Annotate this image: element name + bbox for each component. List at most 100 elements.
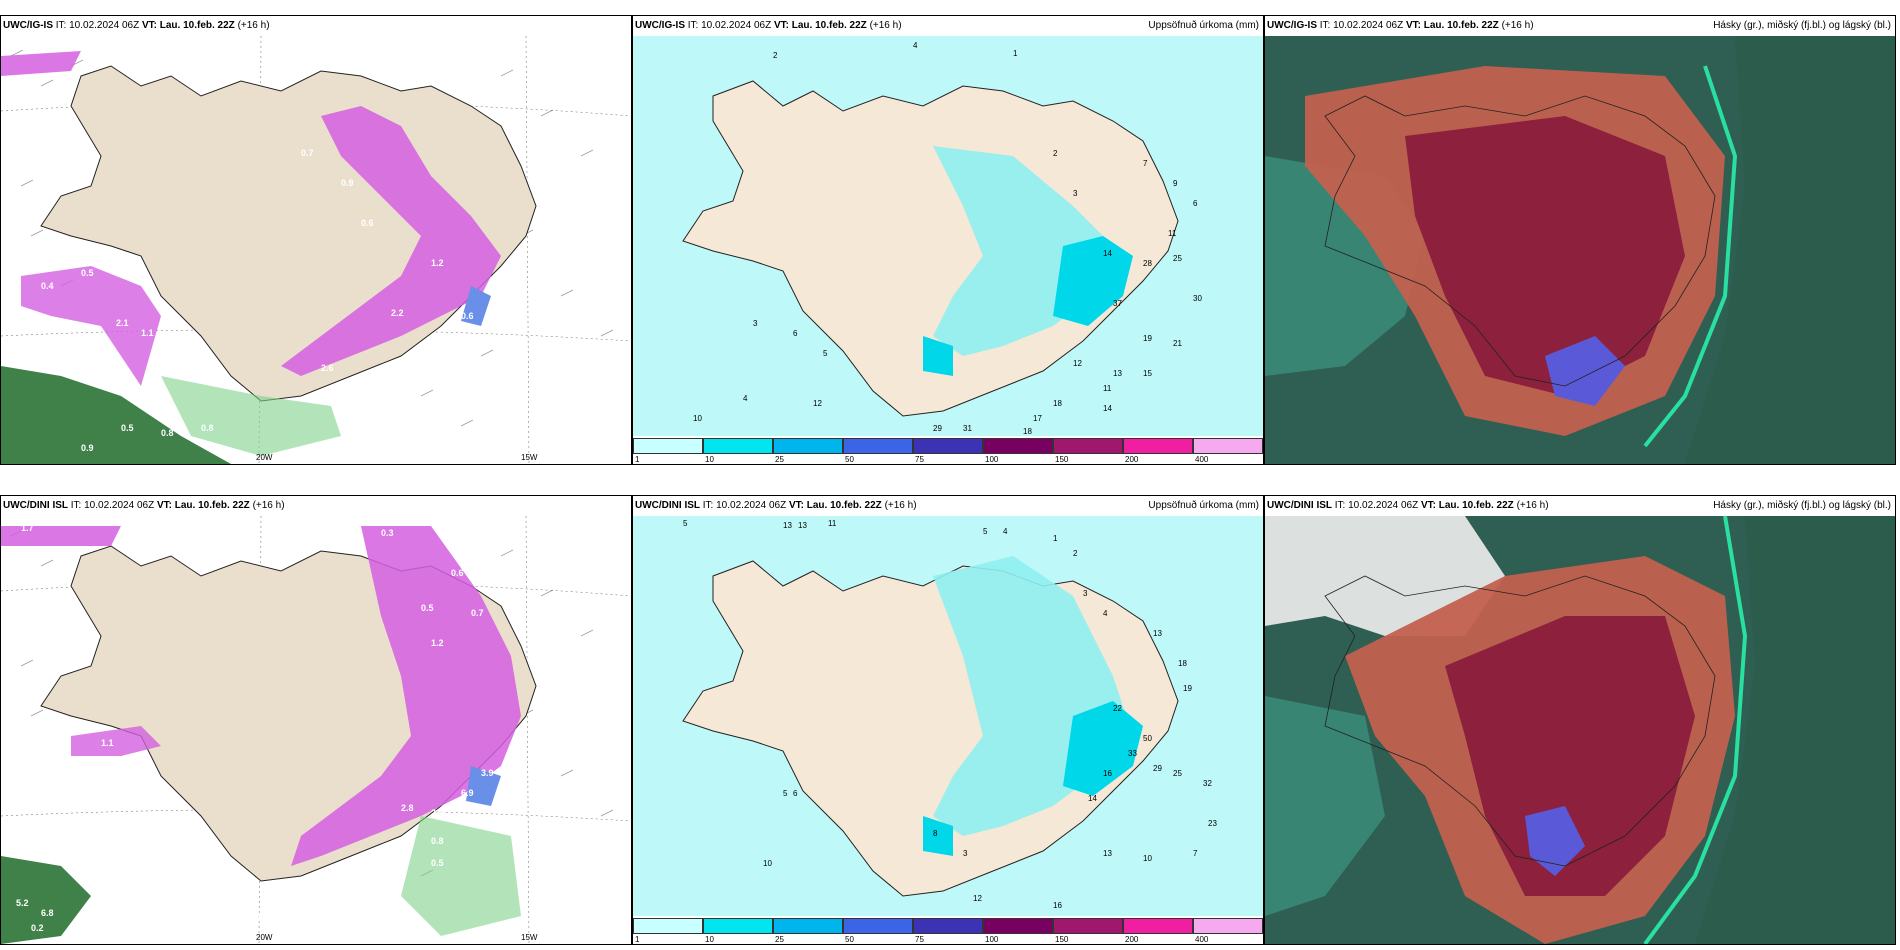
accum-area-heavy <box>1063 701 1143 796</box>
legend-swatch <box>843 438 913 454</box>
svg-text:10: 10 <box>1143 854 1152 863</box>
svg-text:0.5: 0.5 <box>121 423 134 433</box>
model-name: UWC/DINI ISL <box>635 500 700 511</box>
svg-text:12: 12 <box>813 399 822 408</box>
valid-time-label: VT: <box>141 20 157 31</box>
lead-time: (+16 h) <box>884 500 917 511</box>
lon-label-15w: 15W <box>521 933 538 942</box>
svg-text:5: 5 <box>683 519 688 528</box>
init-time: IT: 10.02.2024 06Z <box>1319 20 1404 31</box>
legend-label: 400 <box>1195 935 1209 944</box>
svg-text:16: 16 <box>1053 901 1062 910</box>
legend-swatch <box>1123 918 1193 934</box>
iceland-outline <box>1324 575 1716 867</box>
panel-igis-accum: UWC/IG-IS IT: 10.02.2024 06Z VT: Lau. 10… <box>632 15 1264 465</box>
valid-time-value: Lau. 10.feb. 22Z <box>791 20 867 31</box>
svg-text:32: 32 <box>1203 779 1212 788</box>
legend-label: 50 <box>845 935 854 944</box>
precip-area-snow-west <box>71 726 161 756</box>
svg-text:0.9: 0.9 <box>341 178 354 188</box>
valid-time-label: VT: <box>156 500 172 511</box>
svg-text:31: 31 <box>963 424 972 433</box>
svg-text:3.2: 3.2 <box>501 293 514 303</box>
legend-swatch <box>983 918 1053 934</box>
iceland-landmass <box>682 80 1179 417</box>
init-time: IT: 10.02.2024 06Z <box>1334 500 1419 511</box>
legend-label: 150 <box>1055 935 1069 944</box>
svg-text:11: 11 <box>1103 384 1112 393</box>
lon-label-15w: 15W <box>521 453 538 462</box>
svg-text:2.6: 2.6 <box>321 363 334 373</box>
valid-time-label: VT: <box>1420 500 1436 511</box>
precip-area-rain-light <box>161 376 341 456</box>
svg-text:3: 3 <box>753 319 758 328</box>
svg-text:3.3: 3.3 <box>431 338 444 348</box>
valid-time-value: Lau. 10.feb. 22Z <box>806 500 882 511</box>
svg-text:16: 16 <box>1103 769 1112 778</box>
svg-text:14: 14 <box>1103 404 1112 413</box>
svg-text:18: 18 <box>1023 427 1032 436</box>
precip-area-intense <box>466 766 501 806</box>
precip-area-rain-light <box>401 816 521 936</box>
svg-text:18: 18 <box>1178 659 1187 668</box>
svg-text:12: 12 <box>1073 359 1082 368</box>
svg-text:13: 13 <box>1153 629 1162 638</box>
init-time: IT: 10.02.2024 06Z <box>702 500 787 511</box>
svg-text:37: 37 <box>1113 299 1122 308</box>
accum-area-south <box>923 336 953 376</box>
cloud-blue-patch <box>1525 806 1585 876</box>
svg-text:0.8: 0.8 <box>431 836 444 846</box>
svg-text:3: 3 <box>963 849 968 858</box>
valid-time-label: VT: <box>773 20 789 31</box>
map-clouds-dini <box>1265 516 1895 944</box>
svg-text:1.7: 1.7 <box>21 523 34 533</box>
precip-area-snow-west <box>21 266 161 386</box>
legend-label: 100 <box>985 935 999 944</box>
panel-dini-accum: UWC/DINI ISL IT: 10.02.2024 06Z VT: Lau.… <box>632 495 1264 945</box>
svg-text:0.8: 0.8 <box>161 428 174 438</box>
legend-swatch <box>633 438 703 454</box>
svg-text:19: 19 <box>1143 334 1152 343</box>
svg-text:10: 10 <box>693 414 702 423</box>
panel-header: UWC/DINI ISL IT: 10.02.2024 06Z VT: Lau.… <box>1267 500 1549 511</box>
svg-text:2.1: 2.1 <box>116 318 129 328</box>
svg-text:17: 17 <box>1033 414 1042 423</box>
legend-swatch <box>913 438 983 454</box>
svg-text:6: 6 <box>793 329 798 338</box>
valid-time-label: VT: <box>1405 20 1421 31</box>
svg-text:0.7: 0.7 <box>301 148 314 158</box>
legend-label: 25 <box>775 455 784 464</box>
accum-area-heavy <box>1053 236 1133 326</box>
legend-label: 10 <box>705 455 714 464</box>
legend-swatch <box>773 438 843 454</box>
model-name: UWC/IG-IS <box>1267 20 1317 31</box>
svg-text:0.5: 0.5 <box>81 268 94 278</box>
panel-header: UWC/IG-IS IT: 10.02.2024 06Z VT: Lau. 10… <box>3 20 270 31</box>
model-name: UWC/IG-IS <box>635 20 685 31</box>
svg-text:5: 5 <box>823 349 828 358</box>
svg-text:0.5: 0.5 <box>431 858 444 868</box>
legend-swatch <box>1053 438 1123 454</box>
panel-dini-precip-type: UWC/DINI ISL IT: 10.02.2024 06Z VT: Lau.… <box>0 495 632 945</box>
legend-label: 25 <box>775 935 784 944</box>
svg-text:1.1: 1.1 <box>211 923 224 933</box>
map-precip-type-igis: 0.40.50.9 0.60.71.2 2.23.32.1 1.10.5 0.8 … <box>1 36 631 464</box>
svg-text:13: 13 <box>1103 849 1112 858</box>
svg-text:18: 18 <box>1053 399 1062 408</box>
svg-text:1.1: 1.1 <box>101 738 114 748</box>
svg-text:23: 23 <box>1208 819 1217 828</box>
svg-text:13: 13 <box>783 521 792 530</box>
svg-text:5: 5 <box>783 789 788 798</box>
svg-text:2.2: 2.2 <box>431 808 444 818</box>
valid-time-value: Lau. 10.feb. 22Z <box>174 500 250 511</box>
svg-text:0.9: 0.9 <box>81 443 94 453</box>
svg-text:1.2: 1.2 <box>431 638 444 648</box>
svg-text:3: 3 <box>1083 589 1088 598</box>
legend-swatch <box>773 918 843 934</box>
svg-text:0.9: 0.9 <box>471 813 484 823</box>
svg-text:6.9: 6.9 <box>461 788 474 798</box>
legend-label: 100 <box>985 455 999 464</box>
svg-text:7: 7 <box>1193 849 1198 858</box>
valid-time-value: Lau. 10.feb. 22Z <box>1438 500 1514 511</box>
